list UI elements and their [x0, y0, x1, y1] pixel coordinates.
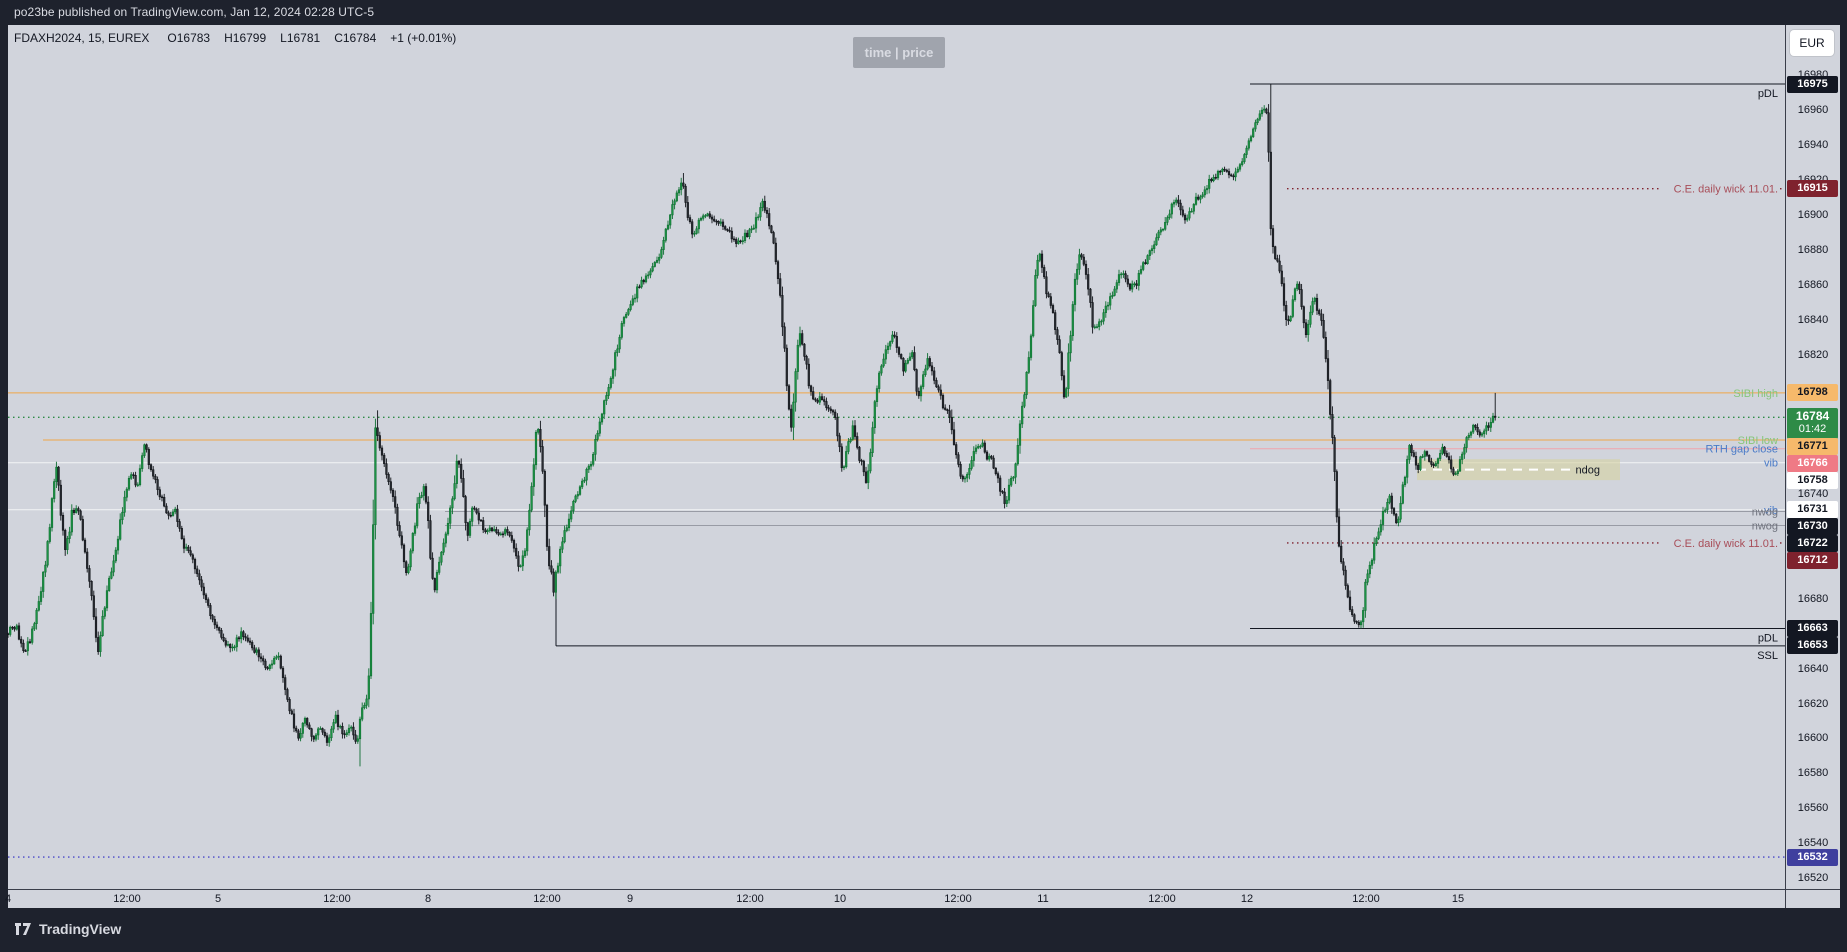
price-tick: 16900 [1797, 208, 1829, 221]
time-tick: 11 [1037, 893, 1049, 905]
symbol-title[interactable]: FDAXH2024, 15, EUREX [14, 31, 150, 45]
price-level-badge: 16915 [1787, 180, 1838, 198]
price-level-badge: 16532 [1787, 848, 1838, 866]
price-level-badge: 16653 [1787, 637, 1838, 655]
tradingview-logo-icon [15, 923, 31, 935]
price-level-badge: 16758 [1787, 472, 1838, 490]
price-level-badge: 16731 [1787, 501, 1838, 519]
time-tick: 9 [626, 893, 634, 905]
chart-legend: FDAXH2024, 15, EUREX O16783 H16799 L16781 C1… [14, 31, 470, 45]
brand-text: TradingView [39, 921, 122, 937]
time-tick: 15 [1451, 893, 1465, 905]
price-tick: 16740 [1797, 488, 1829, 501]
tradingview-link[interactable]: TradingView [14, 921, 121, 937]
price-tick: 16680 [1797, 592, 1829, 605]
price-tick: 16520 [1797, 872, 1829, 884]
chart-pane[interactable] [8, 25, 1840, 908]
price-tick: 16560 [1797, 802, 1829, 815]
time-tick: 12:00 [736, 893, 764, 905]
price-level-badge: 16771 [1787, 438, 1838, 456]
price-level-badge: 16975 [1787, 75, 1838, 93]
legend-low: L16781 [280, 31, 321, 45]
legend-high: H16799 [224, 31, 267, 45]
price-tick: 16820 [1797, 348, 1829, 361]
price-tick: 16840 [1797, 313, 1829, 326]
time-axis[interactable]: 4 12:00 5 12:00 8 12:00 9 12:00 10 12:00 11 12:00 12… [4, 890, 1840, 908]
price-tick: 16960 [1797, 104, 1829, 117]
time-tick: 12:00 [944, 893, 972, 905]
last-price-badge: 16784 01:42 [1787, 408, 1838, 440]
price-tick: 16540 [1797, 837, 1829, 850]
price-axis-separator [1785, 25, 1786, 908]
brand-bar: TradingView [0, 908, 1847, 952]
time-tick: 12:00 [323, 893, 351, 905]
time-tick: 12:00 [113, 893, 141, 905]
time-tick: 12:00 [533, 893, 561, 905]
price-tick: 16600 [1797, 732, 1829, 745]
watermark-text: time | price [864, 45, 934, 60]
currency-button[interactable]: EUR [1790, 30, 1834, 56]
time-tick: 8 [424, 893, 432, 905]
price-tick: 16640 [1797, 662, 1829, 675]
price-level-badge: 16663 [1787, 619, 1838, 637]
legend-close: C16784 [334, 31, 377, 45]
price-tick: 16860 [1797, 278, 1829, 291]
price-tick: 16940 [1797, 139, 1829, 152]
time-tick: 4 [4, 893, 12, 905]
time-price-watermark: time | price [853, 37, 945, 68]
legend-open: O16783 [167, 31, 211, 45]
time-tick: 10 [833, 893, 847, 905]
price-level-badge: 16712 [1787, 552, 1838, 570]
time-tick: 12:00 [1352, 893, 1380, 905]
publish-bar: po23be published on TradingView.com, Jan… [0, 0, 1847, 25]
time-tick: 12:00 [1148, 893, 1176, 905]
time-axis-separator [8, 889, 1840, 890]
price-axis[interactable]: 1698016960169401692016900168801686016840… [1786, 25, 1840, 889]
time-tick: 12 [1240, 893, 1254, 905]
legend-change: +1 (+0.01%) [390, 31, 457, 45]
price-level-badge: 16730 [1787, 518, 1838, 536]
price-level-badge: 16798 [1787, 384, 1838, 402]
publish-text: po23be published on TradingView.com, Jan… [14, 5, 375, 19]
price-tick: 16620 [1797, 697, 1829, 710]
price-tick: 16880 [1797, 243, 1829, 256]
time-tick: 5 [214, 893, 222, 905]
price-level-badge: 16722 [1787, 535, 1838, 553]
price-level-badge: 16766 [1787, 455, 1838, 473]
price-tick: 16580 [1797, 767, 1829, 780]
